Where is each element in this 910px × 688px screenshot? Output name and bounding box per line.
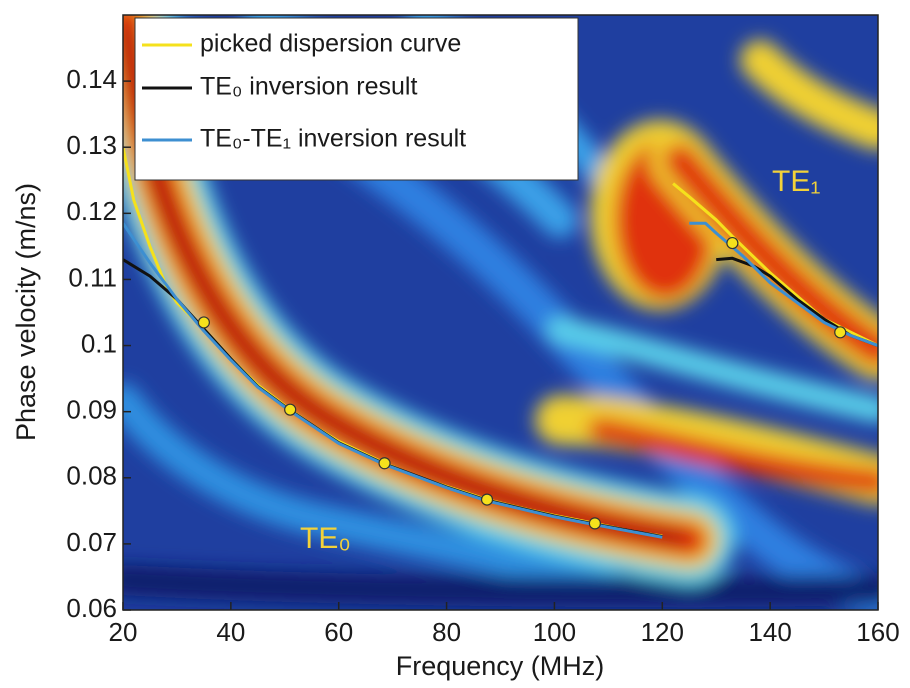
x-axis-title: Frequency (MHz): [396, 651, 605, 681]
y-tick-label: 0.07: [66, 527, 117, 557]
y-tick-label: 0.14: [66, 64, 117, 94]
x-tick-label: 20: [109, 617, 138, 647]
legend-label: TE₀ inversion result: [200, 73, 417, 101]
legend-label: TE₀-TE₁ inversion result: [200, 125, 466, 153]
x-tick-label: 160: [856, 617, 899, 647]
y-tick-label: 0.09: [66, 395, 117, 425]
y-tick-label: 0.11: [68, 262, 117, 292]
y-tick-label: 0.08: [66, 461, 117, 491]
y-tick-label: 0.06: [66, 593, 117, 623]
x-tick-label: 120: [641, 617, 684, 647]
x-tick-label: 140: [748, 617, 791, 647]
x-tick-label: 60: [324, 617, 353, 647]
picked-point: [480, 493, 494, 506]
legend-box: [134, 17, 579, 181]
mode-label: TE₀: [300, 522, 351, 555]
y-tick-label: 0.13: [66, 130, 117, 160]
x-tick-label: 80: [432, 617, 461, 647]
x-tick-label: 40: [216, 617, 245, 647]
picked-point: [197, 316, 210, 329]
y-tick-label: 0.1: [81, 328, 117, 358]
x-tick-label: 100: [533, 617, 576, 647]
picked-point: [378, 457, 391, 470]
legend-label: picked dispersion curve: [200, 30, 461, 58]
plot-area: [123, 146, 878, 539]
picked-point: [588, 517, 601, 530]
y-axis-title: Phase velocity (m/ns): [11, 183, 41, 441]
picked-point: [834, 326, 847, 339]
axes: 20 40 60 80 100 120 140 160 0.06 0.07 0.08 0.09 0.1 0…: [66, 64, 899, 647]
y-tick-label: 0.12: [66, 196, 117, 226]
legend: picked dispersion curve TE₀ inversion res…: [134, 17, 579, 181]
plot-frame: [122, 14, 879, 611]
mode-label: TE₁: [772, 165, 820, 198]
picked-point: [284, 403, 297, 416]
picked-point: [726, 236, 739, 250]
